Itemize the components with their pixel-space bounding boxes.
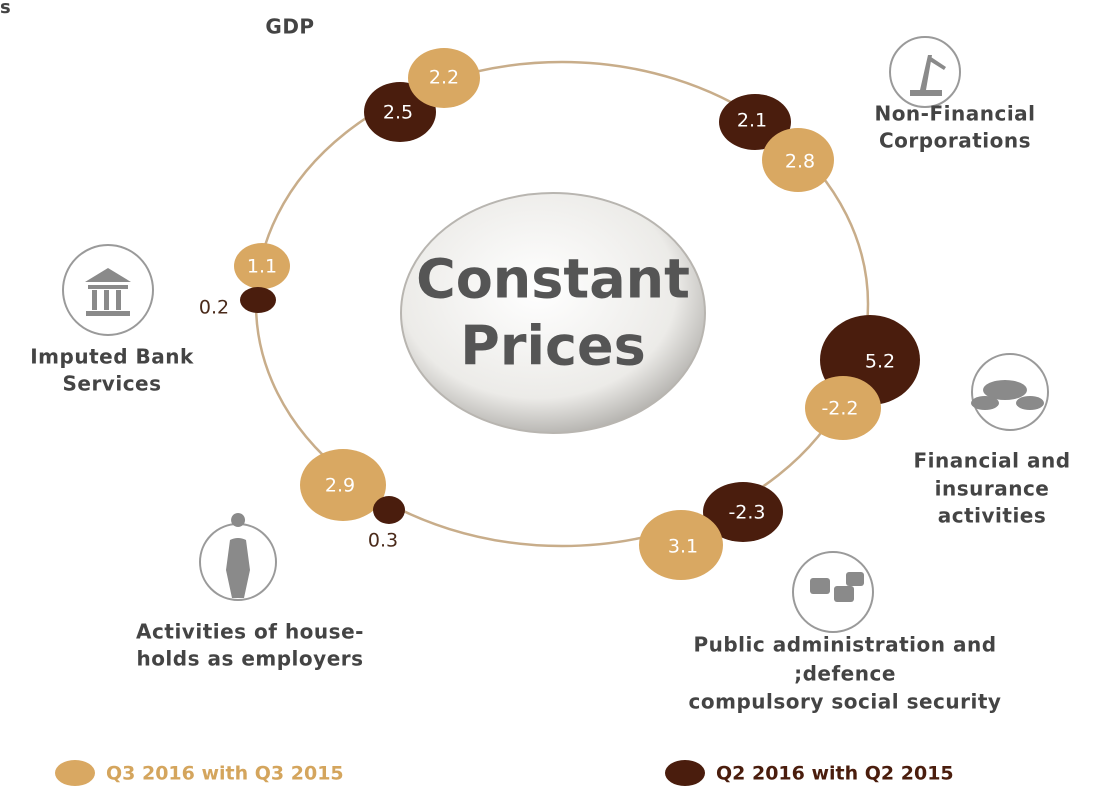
icon-glyph: [85, 268, 131, 316]
icon-glyph: [834, 586, 854, 602]
bubble-q3: [234, 243, 290, 289]
center-text: Prices: [460, 315, 646, 378]
value-q2: -2.3: [728, 502, 765, 524]
value-q2: 2.5: [383, 102, 413, 124]
bubble-q2: [373, 496, 405, 524]
bubble-q3: [408, 48, 480, 108]
value-q2: 2.1: [737, 110, 767, 132]
node-label: Public administration and: [693, 633, 996, 657]
node-label: holds as employers: [136, 647, 363, 671]
value-q2: 0.3: [368, 530, 398, 552]
node-label: Activities of house-: [136, 620, 364, 644]
icon-glyph: [846, 572, 864, 586]
value-q3: 2.8: [785, 151, 815, 173]
center-text: Constant: [416, 248, 690, 311]
node-label: insurance: [935, 477, 1050, 501]
value-q3: -2.2: [821, 398, 858, 420]
center-ellipse: [400, 192, 706, 434]
bubble-q3: [639, 510, 723, 580]
node-label: Financial and: [913, 449, 1070, 473]
value-q2: 5.2: [865, 351, 895, 373]
icon-glyph: [810, 578, 830, 594]
node-label: Corporations: [879, 129, 1031, 153]
node-label: Imputed Bank: [30, 345, 194, 369]
icon-glyph: [971, 396, 999, 410]
icon: [792, 551, 874, 633]
icon-glyph: [226, 513, 250, 598]
node-label: Non-Financial: [874, 102, 1035, 126]
value-q2: 0.2: [199, 297, 229, 319]
corner-text: s: [0, 0, 11, 18]
node-label: ;defence: [794, 662, 896, 686]
value-q3: 1.1: [247, 256, 277, 278]
node-label: GDP: [265, 15, 314, 39]
legend-swatch: [55, 760, 95, 786]
bubble-q3: [805, 376, 881, 440]
value-q3: 2.9: [325, 475, 355, 497]
legend-label: Q2 2016 with Q2 2015: [716, 763, 954, 785]
value-q3: 2.2: [429, 67, 459, 89]
node-label: Services: [62, 372, 161, 396]
bubble-q2: [703, 482, 783, 542]
value-q3: 3.1: [668, 536, 698, 558]
bubble-q3: [300, 449, 386, 521]
node-label: compulsory social security: [689, 690, 1002, 714]
legend-label: Q3 2016 with Q3 2015: [106, 763, 344, 785]
bubble-q3: [762, 128, 834, 192]
bubble-q2: [240, 287, 276, 313]
bubble-q2: [719, 94, 791, 150]
icon-glyph: [910, 55, 946, 96]
node-label: activities: [938, 504, 1047, 528]
legend-swatch: [665, 760, 705, 786]
icon-glyph: [983, 380, 1027, 400]
icon-glyph: [1016, 396, 1044, 410]
